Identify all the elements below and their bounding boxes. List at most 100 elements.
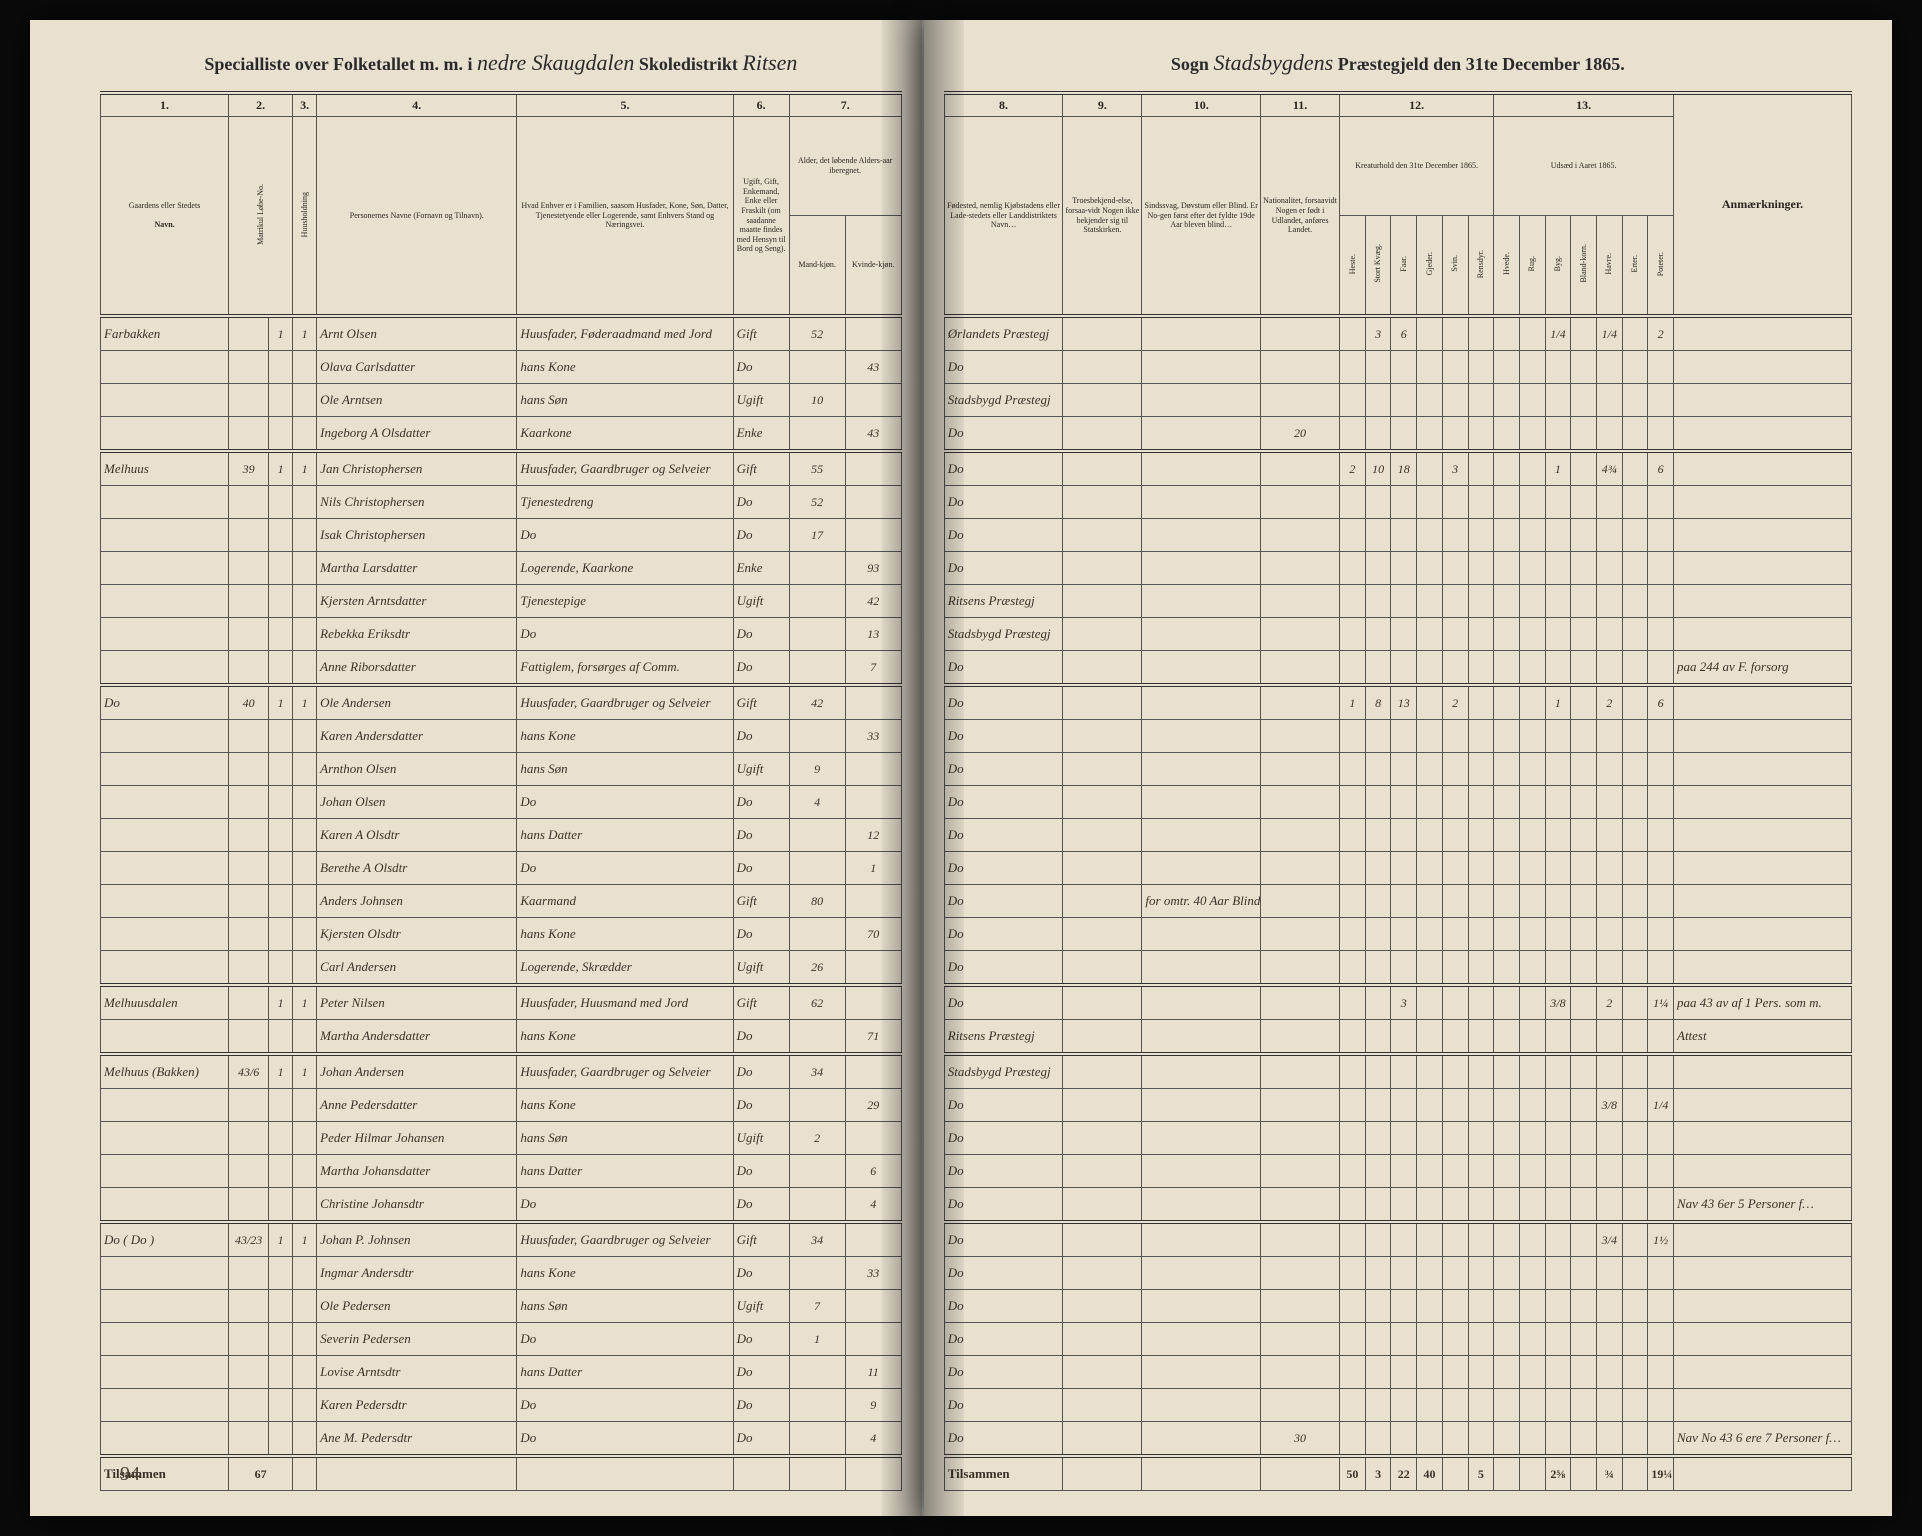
cell-c7a	[789, 1356, 845, 1389]
table-row: Do18132126	[944, 685, 1851, 720]
cell-c13-6	[1648, 1188, 1674, 1223]
cell-c9	[1063, 885, 1142, 918]
cell-c10	[1142, 618, 1261, 651]
cell-c5: hans Datter	[517, 1356, 733, 1389]
cell-c12-1: 3	[1365, 316, 1391, 351]
cell-anm	[1674, 451, 1852, 486]
cell-c13-4	[1596, 1422, 1622, 1457]
cell-c1	[101, 1257, 229, 1290]
cell-c12-5	[1468, 1422, 1494, 1457]
cell-c10	[1142, 1188, 1261, 1223]
cell-c3b	[293, 1389, 317, 1422]
cell-c3	[269, 1290, 293, 1323]
cell-c12-0	[1340, 1290, 1366, 1323]
cell-c3b	[293, 1020, 317, 1055]
cell-c9	[1063, 786, 1142, 819]
cell-c10	[1142, 1222, 1261, 1257]
coln-10: 10.	[1142, 93, 1261, 117]
cell-c3: 1	[269, 316, 293, 351]
cell-c13-1	[1519, 753, 1545, 786]
cell-c13-0	[1494, 918, 1520, 951]
cell-c3	[269, 1122, 293, 1155]
table-row: Do30Nav No 43 6 ere 7 Personer f…	[944, 1422, 1851, 1457]
cell-c7a: 10	[789, 384, 845, 417]
cell-c12-3	[1417, 1290, 1443, 1323]
cell-anm	[1674, 1122, 1852, 1155]
cell-c13-3	[1571, 1323, 1597, 1356]
cell-c6: Ugift	[733, 384, 789, 417]
cell-c13-6	[1648, 1020, 1674, 1055]
cell-c13-2	[1545, 585, 1571, 618]
cell-c7a	[789, 918, 845, 951]
cell-c12-3	[1417, 384, 1443, 417]
cell-c5: hans Datter	[517, 1155, 733, 1188]
cell-c12-3	[1417, 519, 1443, 552]
table-row: Martha Johansdatterhans DatterDo6	[101, 1155, 902, 1188]
cell-c13-2	[1545, 1020, 1571, 1055]
cell-c13-0	[1494, 351, 1520, 384]
cell-c13-2	[1545, 1290, 1571, 1323]
cell-c9	[1063, 720, 1142, 753]
cell-c13-2: 1	[1545, 685, 1571, 720]
cell-c3b	[293, 486, 317, 519]
cell-c13-5	[1622, 552, 1648, 585]
cell-c13-2	[1545, 384, 1571, 417]
cell-c9	[1063, 1054, 1142, 1089]
cell-c12-1	[1365, 351, 1391, 384]
cell-c10	[1142, 1422, 1261, 1457]
cell-c12-0	[1340, 384, 1366, 417]
cell-c12-3	[1417, 753, 1443, 786]
cell-c5: Do	[517, 852, 733, 885]
cell-c5: hans Søn	[517, 384, 733, 417]
coln-9: 9.	[1063, 93, 1142, 117]
cell-c13-3	[1571, 316, 1597, 351]
cell-c12-5	[1468, 852, 1494, 885]
cell-c12-2	[1391, 1020, 1417, 1055]
cell-c13-3	[1571, 384, 1597, 417]
table-row: Do ( Do )43/2311Johan P. JohnsenHuusfade…	[101, 1222, 902, 1257]
cell-c12-1	[1365, 618, 1391, 651]
cell-c7a	[789, 1089, 845, 1122]
coln-6: 6.	[733, 93, 789, 117]
cell-c13-1	[1519, 519, 1545, 552]
cell-c13-6	[1648, 753, 1674, 786]
cell-c5: hans Søn	[517, 753, 733, 786]
cell-c12-4	[1442, 585, 1468, 618]
cell-c12-3	[1417, 1323, 1443, 1356]
cell-c7a: 34	[789, 1054, 845, 1089]
cell-c3b	[293, 720, 317, 753]
cell-c12-3	[1417, 918, 1443, 951]
cell-c12-1	[1365, 885, 1391, 918]
cell-anm	[1674, 618, 1852, 651]
cell-c5: Huusfader, Huusmand med Jord	[517, 985, 733, 1020]
col13-6: Poteter.	[1648, 216, 1674, 317]
cell-c1	[101, 384, 229, 417]
cell-c11	[1261, 1122, 1340, 1155]
cell-c3b	[293, 618, 317, 651]
binding-shadow-r	[924, 20, 964, 1516]
cell-c13-1	[1519, 1257, 1545, 1290]
cell-c12-1	[1365, 1422, 1391, 1457]
cell-c13-0	[1494, 951, 1520, 986]
cell-c12-3	[1417, 417, 1443, 452]
cell-c7a	[789, 1188, 845, 1223]
cell-c13-4	[1596, 351, 1622, 384]
cell-c13-1	[1519, 1389, 1545, 1422]
cell-c13-2	[1545, 552, 1571, 585]
cell-c3b: 1	[293, 685, 317, 720]
cell-c12-1	[1365, 985, 1391, 1020]
cell-c7a: 9	[789, 753, 845, 786]
cell-c10	[1142, 552, 1261, 585]
cell-c3	[269, 1188, 293, 1223]
cell-c9	[1063, 753, 1142, 786]
cell-c2	[229, 519, 269, 552]
cell-c13-6: 1/4	[1648, 1089, 1674, 1122]
cell-c13-6	[1648, 786, 1674, 819]
table-row: Do	[944, 819, 1851, 852]
hdr-r-print2: Præstegjeld den 31te December 1865.	[1338, 54, 1625, 74]
cell-c13-5	[1622, 1122, 1648, 1155]
cell-c6: Do	[733, 1422, 789, 1457]
table-row: Do	[944, 786, 1851, 819]
table-row: Do21018314¾6	[944, 451, 1851, 486]
cell-c12-5	[1468, 1155, 1494, 1188]
